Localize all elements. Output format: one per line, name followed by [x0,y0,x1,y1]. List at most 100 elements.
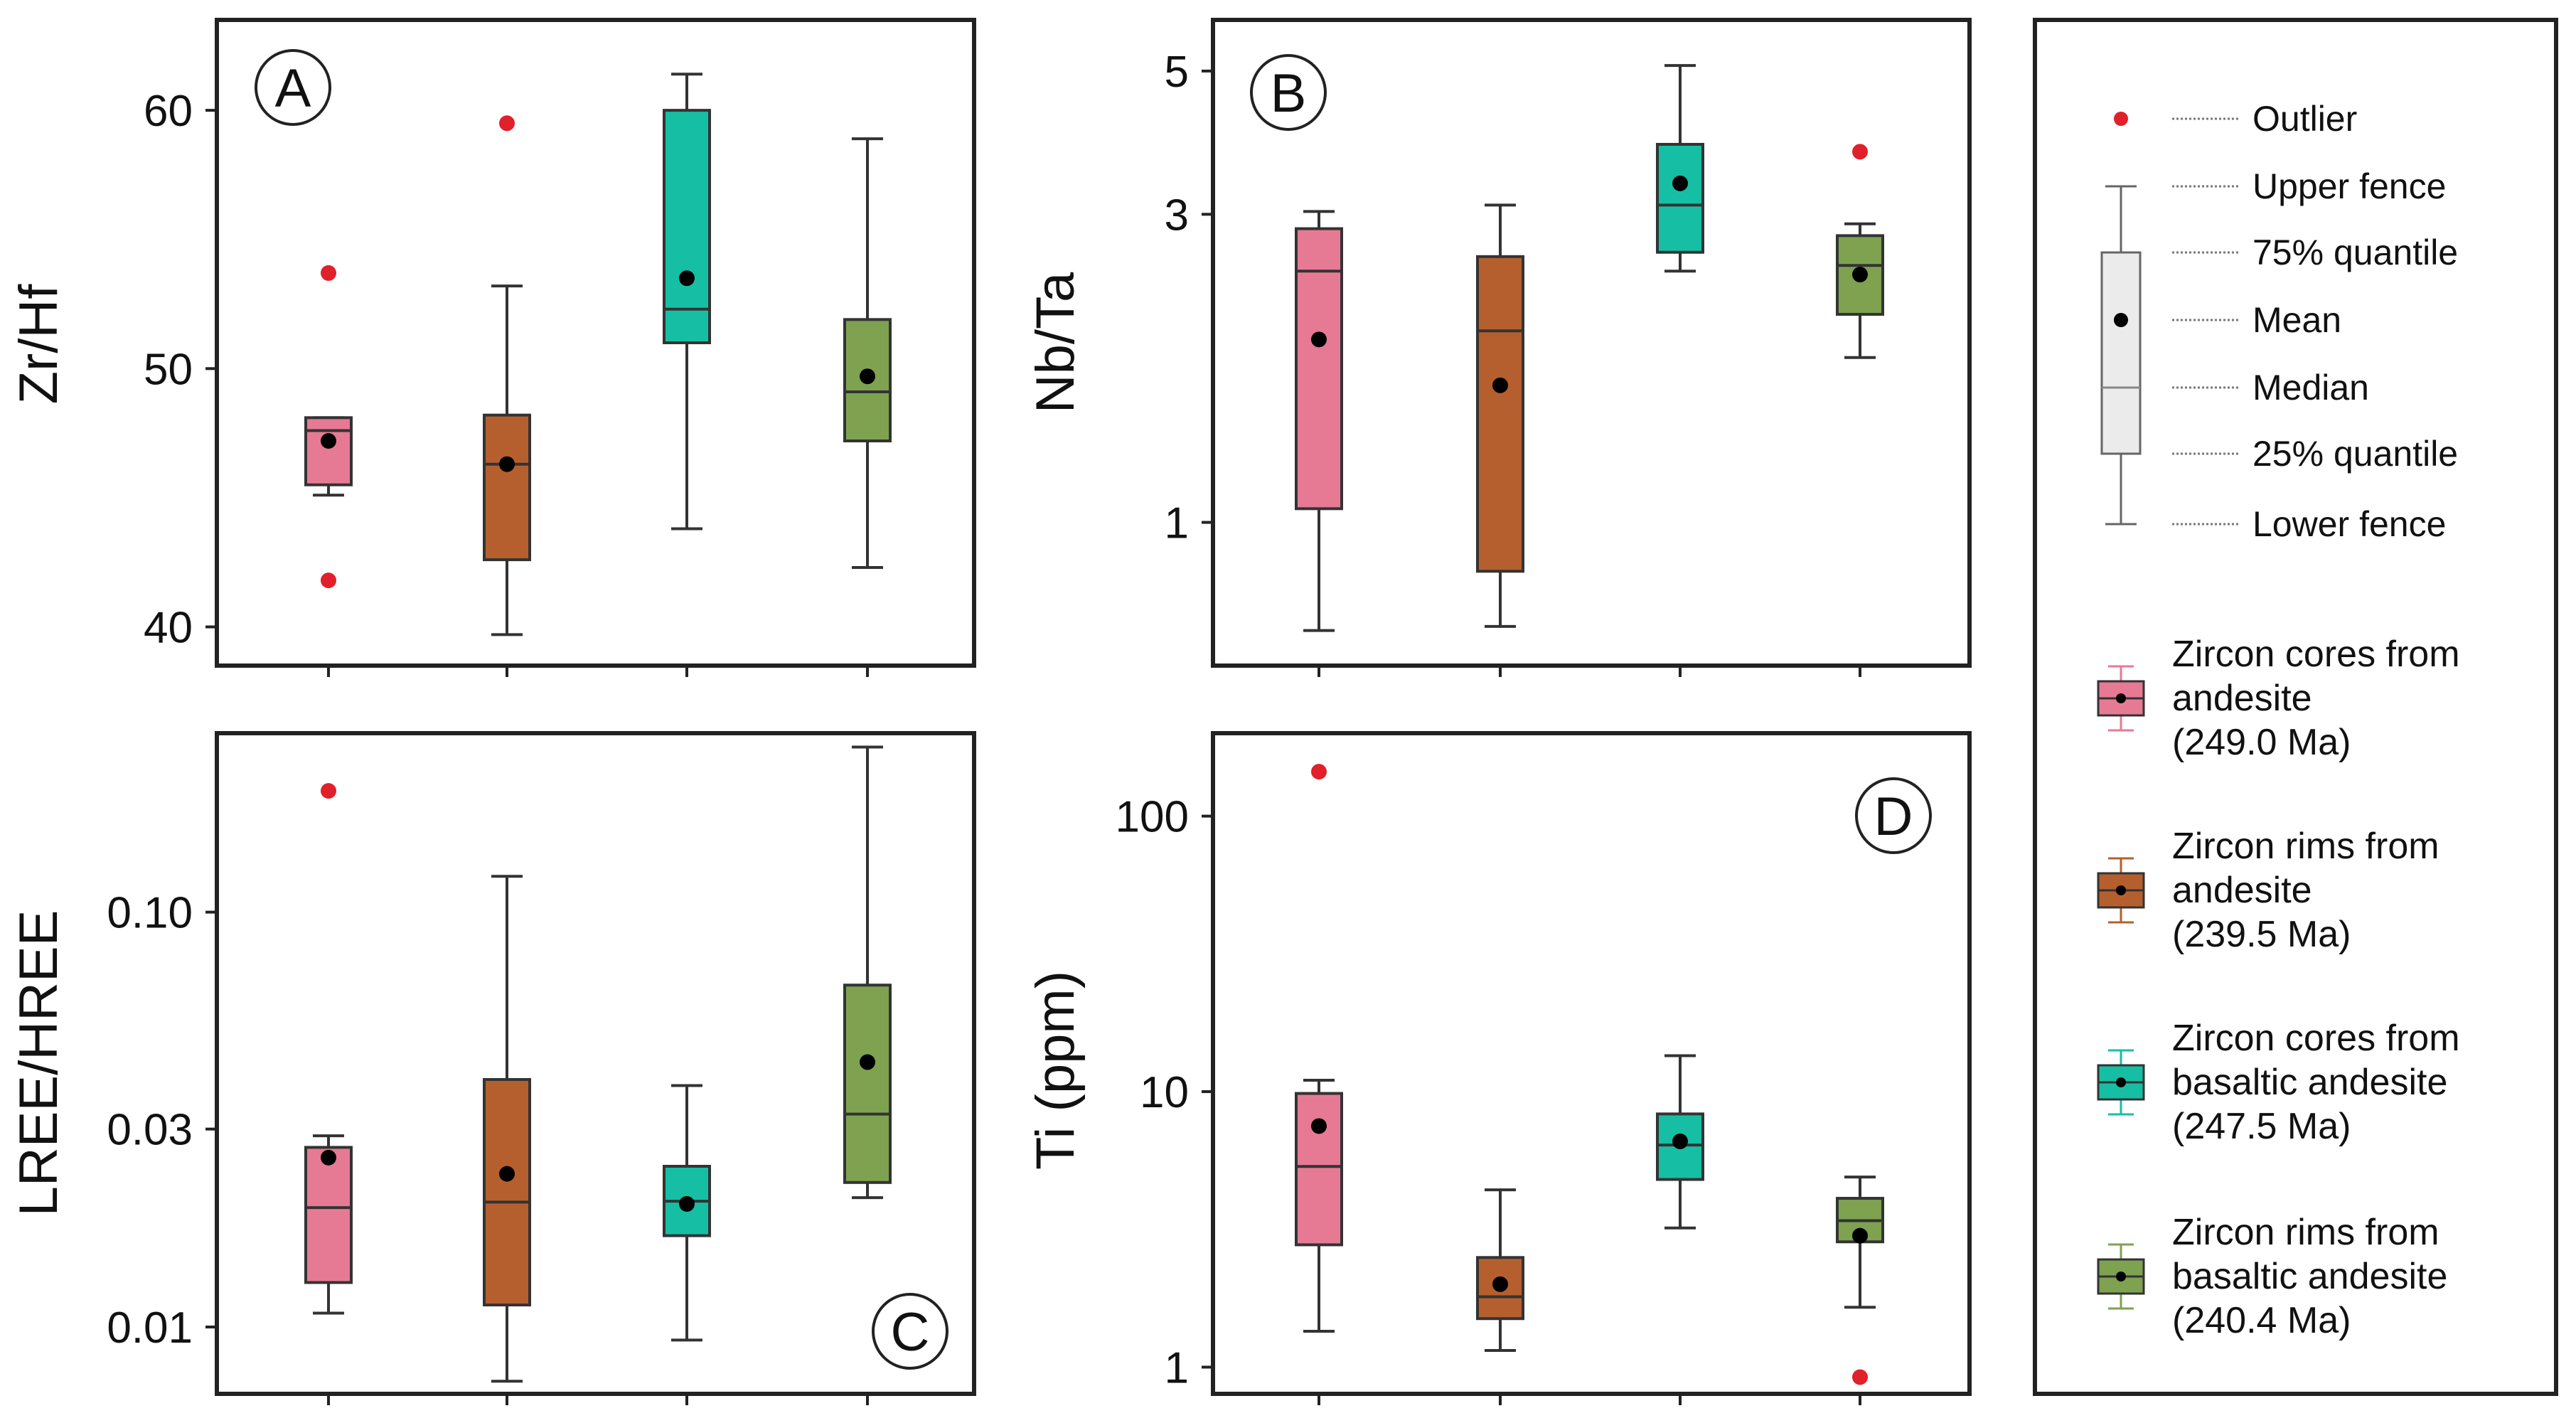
y-tick-label: 0.03 [107,1106,193,1155]
panel-frame [1211,731,1972,1396]
swatch-mean [2116,1077,2126,1087]
box-iqr [1295,227,1343,511]
legend-label-upper-fence: Upper fence [2252,166,2446,206]
panel-label: D [1874,787,1913,847]
legend-label-q25: 25% quantile [2252,434,2458,474]
box-iqr [304,1146,353,1284]
mean-dot [1492,1276,1508,1292]
mean-dot [860,1054,875,1070]
box-pink [1295,210,1343,632]
panel-label-circle [1250,54,1327,131]
legend-series-text: basaltic andesite [2172,1256,2447,1297]
box-pink [1295,764,1343,1333]
panel-label-circle [872,1293,948,1370]
box-green [843,745,892,1200]
legend-series-text: andesite [2172,870,2312,911]
panel-D: 1 10 100 Ti (ppm) D [1025,731,1972,1405]
outlier-dot [499,115,515,132]
y-tick-label: 60 [144,87,193,136]
outlier-dot [1852,1369,1868,1385]
legend-series-text: (239.5 Ma) [2172,914,2351,955]
y-tick-label: 10 [1140,1068,1189,1117]
box-iqr [1656,142,1704,254]
outlier-dot [321,265,336,281]
panel-B: 1 3 5 Nb/Ta B [1025,18,1972,677]
legend-frame [2033,18,2558,1396]
outlier-dot [1852,144,1868,160]
box-green [1836,144,1884,359]
box-pink [304,783,353,1315]
box-brown [1476,1188,1524,1352]
y-axis-label: Zr/Hf [9,284,69,405]
mean-dot [1672,175,1688,191]
panel-C: 0.01 0.03 0.10 LREE/HREE C [9,731,976,1405]
mean-dot [860,368,875,385]
panel-frame [215,18,976,668]
legend-label-median: Median [2252,368,2369,407]
y-tick-label: 0.10 [107,889,193,938]
panel-label: B [1271,63,1307,124]
box-teal [1656,64,1704,273]
legend-series-text: Zircon rims from [2172,1212,2439,1253]
box-iqr [483,413,531,562]
box-pink [304,265,353,589]
outlier-dot [321,783,336,799]
box-iqr [1656,1112,1704,1181]
mean-dot [679,270,695,287]
mean-dot [321,433,336,449]
box-iqr [1295,1092,1343,1247]
mean-dot [321,1149,336,1166]
mean-dot [499,1166,515,1182]
legend-series-text: Zircon cores from [2172,634,2460,675]
legend-label-lower-fence: Lower fence [2252,504,2446,544]
panel-label-circle [1855,777,1932,854]
box-green [1836,1176,1884,1385]
mean-dot [1852,267,1868,283]
y-axis-label: Nb/Ta [1025,272,1086,413]
legend-series-text: (249.0 Ma) [2172,722,2351,763]
y-tick-label: 3 [1165,191,1189,240]
legend-series-text: andesite [2172,678,2312,719]
panel-frame [1211,18,1972,668]
legend-series-text: (240.4 Ma) [2172,1300,2351,1341]
mean-dot [1311,331,1327,348]
swatch-mean [2116,1272,2126,1281]
legend-mean-dot [2114,313,2128,327]
legend-label-q75: 75% quantile [2252,233,2458,272]
panel-A: 40 50 60 Zr/Hf A [9,18,976,677]
box-iqr [843,984,892,1184]
box-brown [483,875,531,1383]
box-green [843,137,892,569]
mean-dot [1672,1133,1688,1149]
swatch-mean [2116,885,2126,895]
panel-frame [215,731,976,1396]
y-tick-label: 40 [144,604,193,653]
y-axis-label: LREE/HREE [9,910,69,1217]
legend-series-text: Zircon cores from [2172,1018,2460,1059]
y-tick-label: 1 [1165,1343,1189,1392]
legend-label-outlier: Outlier [2252,99,2357,139]
mean-dot [499,456,515,472]
y-tick-label: 0.01 [107,1304,193,1353]
y-tick-label: 5 [1165,48,1189,97]
panel-label-circle [255,49,331,126]
mean-dot [679,1195,695,1212]
swatch-mean [2116,693,2126,703]
y-tick-label: 100 [1116,793,1189,842]
outlier-dot [321,572,336,589]
legend-series-text: basaltic andesite [2172,1062,2447,1103]
y-axis-label: Ti (ppm) [1025,971,1086,1170]
legend-series-text: (247.5 Ma) [2172,1106,2351,1147]
box-iqr [1476,255,1524,573]
box-brown [483,115,531,636]
mean-dot [1492,377,1508,393]
mean-dot [1852,1227,1868,1244]
box-iqr [483,1077,531,1307]
legend-series-text: Zircon rims from [2172,826,2439,867]
y-tick-label: 50 [144,345,193,394]
